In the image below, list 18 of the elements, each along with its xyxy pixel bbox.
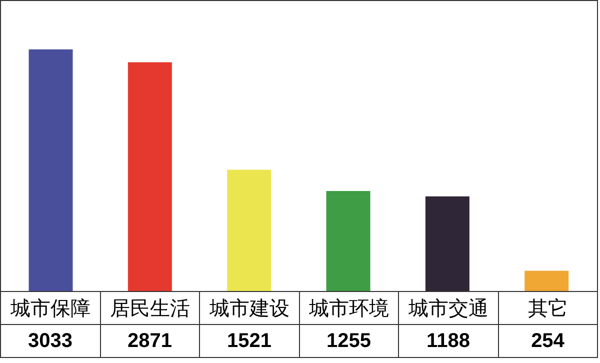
bar [128, 62, 172, 291]
bar [28, 49, 73, 291]
bar [425, 196, 470, 291]
data-label: 254 [498, 324, 598, 358]
data-label: 1255 [299, 324, 398, 358]
x-tick-label: 城市保障 [0, 292, 100, 324]
x-tick-label: 城市建设 [200, 292, 299, 324]
x-tick-label: 其它 [498, 292, 598, 324]
data-label: 1521 [200, 324, 299, 358]
x-tick-label: 居民生活 [100, 292, 200, 324]
data-label: 3033 [0, 324, 100, 358]
x-tick-label: 城市环境 [299, 292, 398, 324]
bar [227, 170, 272, 291]
data-label: 1188 [398, 324, 498, 358]
bar [326, 191, 370, 291]
bar [524, 270, 569, 291]
data-label: 2871 [100, 324, 200, 358]
x-tick-label: 城市交通 [398, 292, 498, 324]
